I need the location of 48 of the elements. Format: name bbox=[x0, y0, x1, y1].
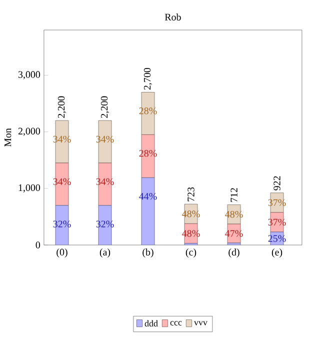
annotation: 48% bbox=[182, 230, 200, 237]
total-label: 723 bbox=[188, 187, 194, 202]
annotation: 28% bbox=[139, 150, 157, 157]
annotation: 48% bbox=[225, 210, 243, 218]
chart-title: Rob bbox=[164, 13, 181, 20]
bar bbox=[184, 223, 198, 244]
bar bbox=[227, 224, 241, 244]
annotation: 48% bbox=[182, 210, 200, 218]
annotation: 34% bbox=[96, 136, 114, 143]
legend-label: vvv bbox=[194, 321, 208, 326]
y-axis-title: Mon bbox=[4, 128, 12, 147]
total-label: 922 bbox=[274, 176, 280, 190]
annotation: 44% bbox=[139, 192, 157, 200]
x-tick-label: (b) bbox=[142, 248, 154, 258]
bar bbox=[55, 120, 69, 164]
y-tick-label: 3,000 bbox=[18, 71, 40, 80]
y-tick-label: 0 bbox=[36, 242, 40, 248]
total-label: 2,700 bbox=[144, 68, 152, 90]
total-label: 2,200 bbox=[100, 96, 110, 118]
x-tick-label: (c) bbox=[186, 248, 196, 258]
annotation: 34% bbox=[53, 136, 71, 143]
annotation: 37% bbox=[268, 199, 286, 206]
annotation: 32% bbox=[96, 220, 114, 228]
annotation: 37% bbox=[268, 218, 286, 226]
annotation: 28% bbox=[139, 108, 157, 114]
bar bbox=[270, 212, 284, 232]
annotation: 34% bbox=[96, 178, 114, 186]
x-tick-label: (d) bbox=[228, 248, 240, 258]
annotation: 32% bbox=[53, 220, 71, 228]
x-tick-label: (0) bbox=[56, 248, 68, 258]
bar bbox=[184, 204, 198, 224]
bar bbox=[98, 120, 112, 164]
annotation: 34% bbox=[53, 178, 71, 186]
bar bbox=[270, 192, 284, 213]
annotation: 25% bbox=[268, 235, 286, 242]
total-label: 712 bbox=[230, 188, 238, 202]
bar bbox=[141, 134, 155, 178]
annotation: 47% bbox=[225, 230, 243, 237]
bar bbox=[141, 92, 155, 135]
y-tick-label: 1,000 bbox=[18, 184, 40, 192]
x-tick-label: (a) bbox=[100, 248, 110, 258]
bar bbox=[55, 162, 69, 206]
y-tick-label: 2,000 bbox=[18, 128, 40, 136]
bar bbox=[98, 162, 112, 206]
legend-label: ccc bbox=[170, 321, 182, 326]
x-tick-label: (e) bbox=[272, 248, 282, 258]
total-label: 2,200 bbox=[58, 96, 66, 118]
legend-label: ddd bbox=[144, 320, 158, 326]
